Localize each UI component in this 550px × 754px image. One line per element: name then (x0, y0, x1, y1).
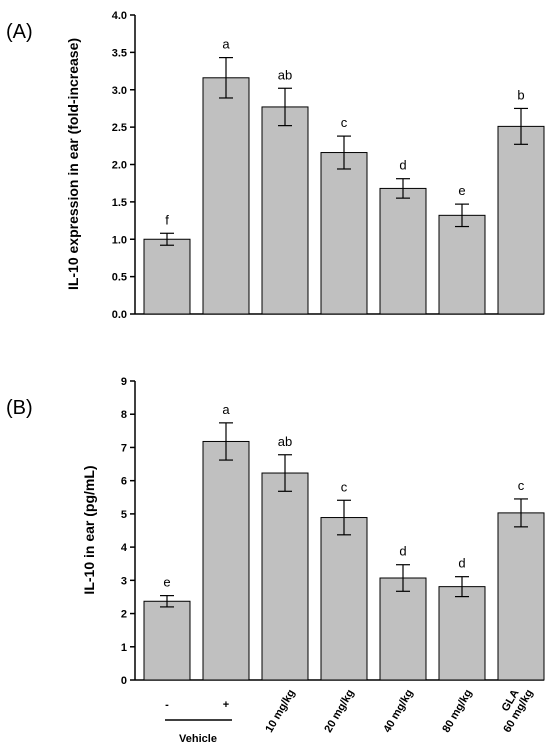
panel-b-y-axis-title: IL-10 in ear (pg/mL) (81, 465, 97, 594)
panel-b-bar (379, 577, 427, 681)
panel-b-bar (438, 586, 486, 681)
panel-b-y-tick-label: 8 (121, 409, 127, 421)
x-label-dose: 40 mg/kg (381, 688, 415, 735)
panel-b-y-tick-label: 4 (121, 542, 128, 554)
panel-a-bar (261, 106, 309, 315)
panel-a-y-tick-label: 3.0 (112, 85, 127, 97)
panel-a-significance-letter: f (165, 212, 169, 227)
panel-a-y-tick-label: 0.0 (112, 309, 127, 321)
panel-b-significance-letter: ab (278, 434, 292, 449)
panel-b-y-tick-label: 5 (121, 509, 127, 521)
panel-b-y-tick-label: 0 (121, 675, 127, 687)
x-label-vehicle-plus: + (223, 699, 229, 711)
panel-a-y-tick-label: 3.5 (112, 47, 127, 59)
panel-a-significance-letter: d (399, 158, 406, 173)
panel-b-significance-letter: a (222, 402, 230, 417)
panel-a-significance-letter: a (222, 37, 230, 52)
panel-a-y-tick-label: 2.0 (112, 160, 127, 172)
panel-b-bar (497, 512, 545, 681)
panel-b-y-tick-label: 6 (121, 476, 127, 488)
x-label-dose: 80 mg/kg (440, 688, 474, 735)
x-label-dose: 20 mg/kg (322, 688, 356, 735)
panel-a-bar (438, 214, 486, 315)
panel-b-y-tick-label: 7 (121, 442, 127, 454)
panel-a-y-axis-title: IL-10 expression in ear (fold-increase) (65, 38, 81, 290)
panel-a-significance-letter: e (458, 183, 465, 198)
panel-b-bar (320, 517, 368, 681)
panel-a-label: (A) (6, 21, 33, 43)
panel-a-bar (320, 152, 368, 315)
panel-b-significance-letter: c (518, 478, 525, 493)
panel-a-significance-letter: c (341, 115, 348, 130)
panel-a-bar (497, 125, 545, 315)
panel-a-bar (202, 77, 250, 315)
panel-a-y-tick-label: 1.0 (112, 234, 127, 246)
panel-b-y-tick-label: 9 (121, 376, 127, 388)
x-label-dose: 10 mg/kg (263, 688, 297, 735)
panel-a-bar (143, 238, 191, 315)
panel-b-bar (143, 600, 191, 681)
x-label-vehicle-minus: - (165, 699, 169, 711)
panel-b-bar (202, 440, 250, 681)
panel-b-y-tick-label: 3 (121, 575, 127, 587)
panel-a-y-tick-label: 4.0 (112, 10, 127, 22)
panel-b-significance-letter: d (399, 544, 406, 559)
panel-a-significance-letter: b (517, 87, 524, 102)
panel-b-y-tick-label: 2 (121, 609, 127, 621)
panel-b-significance-letter: d (458, 556, 465, 571)
x-label-vehicle: Vehicle (179, 733, 217, 745)
panel-b-significance-letter: e (163, 575, 170, 590)
panel-b-significance-letter: c (341, 479, 348, 494)
panel-b-bar (261, 472, 309, 681)
panel-a-significance-letter: ab (278, 67, 292, 82)
panel-b-y-tick-label: 1 (121, 642, 127, 654)
panel-a-y-tick-label: 2.5 (112, 122, 127, 134)
panel-a-y-tick-label: 1.5 (112, 197, 127, 209)
panel-b-label: (B) (6, 397, 33, 419)
panel-a-bar (379, 187, 427, 315)
panel-a-y-tick-label: 0.5 (112, 272, 127, 284)
